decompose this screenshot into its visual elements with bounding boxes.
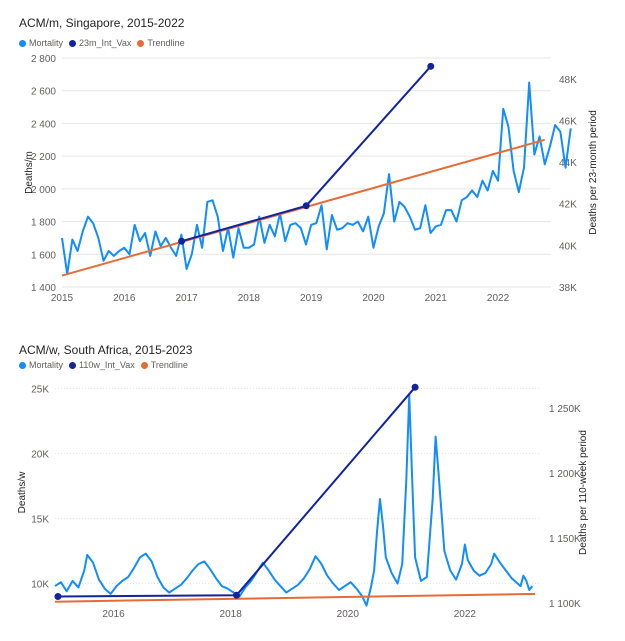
x-tick-label: 2017	[175, 293, 198, 304]
chart-legend: Mortality 23m_Int_Vax Trendline	[19, 38, 185, 48]
y-tick-label: 1 600	[31, 250, 56, 261]
x-tick-label: 2016	[113, 293, 136, 304]
y2-tick-label: 40K	[559, 241, 577, 252]
x-tick-label: 2022	[454, 609, 477, 620]
legend-item-vax[interactable]: 110w_Int_Vax	[69, 360, 135, 370]
x-tick-label: 2021	[425, 293, 448, 304]
y-tick-label: 2 000	[31, 185, 56, 196]
x-tick-label: 2022	[487, 293, 510, 304]
series-point-vax	[302, 202, 310, 210]
legend-marker-vax	[69, 39, 77, 47]
x-tick-label: 2020	[337, 609, 360, 620]
x-tick-label: 2020	[362, 293, 385, 304]
series-point-vax	[233, 591, 241, 599]
y-tick-label: 2 800	[31, 54, 56, 65]
legend-item-trendline[interactable]: Trendline	[140, 360, 188, 370]
y-axis-title: Deaths/m	[24, 151, 35, 194]
chart-panel-south-africa: ACM/w, South Africa, 2015-2023 Mortality…	[0, 320, 625, 641]
legend-label: Trendline	[147, 38, 185, 48]
x-tick-label: 2018	[238, 293, 261, 304]
series-line-mortality	[54, 394, 534, 607]
y-tick-label: 1 400	[31, 283, 56, 294]
y2-axis-title: Deaths per 110-week period	[578, 430, 589, 555]
y-tick-label: 25K	[31, 385, 49, 396]
chart-svg-singapore: 1 400 1 600 1 800 2 000 2 200 2 400 2 600 2 800…	[24, 54, 599, 304]
legend-label: Mortality	[29, 38, 64, 48]
chart-legend: Mortality 110w_Int_Vax Trendline	[19, 360, 188, 370]
y2-tick-label: 1 250K	[549, 404, 581, 415]
y-tick-label: 2 600	[31, 87, 56, 98]
series-point-vax	[54, 593, 62, 600]
legend-label: Trendline	[150, 360, 188, 370]
y2-axis-title: Deaths per 23-month period	[588, 110, 599, 235]
legend-marker-trendline	[140, 361, 148, 369]
series-line-mortality	[61, 81, 572, 275]
series-line-trendline	[54, 592, 536, 603]
y2-tick-label: 38K	[559, 283, 577, 294]
x-tick-label: 2015	[51, 293, 74, 304]
legend-marker-trendline	[137, 39, 145, 47]
y-tick-label: 10K	[31, 580, 49, 591]
legend-marker-mortality	[19, 39, 26, 47]
y2-tick-label: 1 100K	[549, 599, 581, 610]
chart-svg-south-africa: 10K 15K 20K 25K 1 100K 1 150K 1 200K 1 250K 2016…	[17, 383, 589, 620]
legend-label: 110w_Int_Vax	[79, 360, 135, 370]
y2-tick-label: 42K	[559, 200, 577, 211]
legend-item-mortality[interactable]: Mortality	[19, 38, 63, 48]
y-axis-title: Deaths/w	[17, 471, 28, 513]
series-line-vax	[57, 386, 416, 598]
y2-tick-label: 1 200K	[549, 469, 581, 480]
x-tick-label: 2019	[300, 293, 323, 304]
legend-item-mortality[interactable]: Mortality	[19, 360, 63, 370]
y2-tick-label: 1 150K	[549, 534, 581, 545]
legend-marker-mortality	[19, 361, 26, 369]
series-point-vax	[411, 383, 419, 391]
y-tick-label: 2 400	[31, 119, 56, 130]
x-tick-label: 2016	[102, 609, 125, 620]
y-tick-label: 20K	[31, 450, 49, 461]
chart-title: ACM/m, Singapore, 2015-2022	[19, 16, 185, 30]
legend-marker-vax	[69, 361, 77, 369]
y-tick-label: 15K	[31, 515, 49, 526]
series-point-vax	[427, 62, 435, 70]
legend-label: Mortality	[29, 360, 64, 370]
y2-tick-label: 46K	[559, 116, 577, 127]
series-point-vax	[178, 237, 186, 245]
legend-item-trendline[interactable]: Trendline	[137, 38, 185, 48]
y-tick-label: 1 800	[31, 218, 56, 229]
y2-tick-label: 48K	[559, 75, 577, 86]
x-tick-label: 2018	[220, 609, 243, 620]
legend-item-vax[interactable]: 23m_Int_Vax	[69, 38, 131, 48]
chart-title: ACM/w, South Africa, 2015-2023	[19, 343, 193, 357]
y2-tick-label: 44K	[559, 158, 577, 169]
y-tick-label: 2 200	[31, 152, 56, 163]
legend-label: 23m_Int_Vax	[79, 38, 132, 48]
chart-panel-singapore: ACM/m, Singapore, 2015-2022 Mortality 23…	[0, 0, 625, 320]
